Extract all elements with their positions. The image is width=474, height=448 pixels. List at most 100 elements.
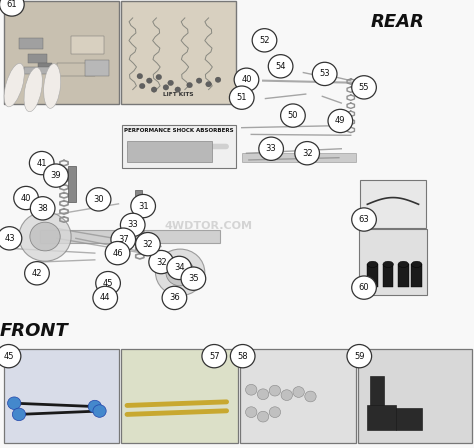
Text: 32: 32: [302, 149, 312, 158]
Text: 31: 31: [138, 202, 148, 211]
Circle shape: [12, 408, 26, 421]
Circle shape: [30, 222, 60, 251]
Circle shape: [187, 82, 192, 88]
Text: 45: 45: [103, 279, 113, 288]
Bar: [127, 141, 212, 162]
Text: 46: 46: [112, 249, 123, 258]
Circle shape: [347, 345, 372, 368]
Bar: [396, 408, 422, 430]
Bar: [85, 60, 109, 76]
Bar: [242, 153, 356, 162]
Circle shape: [246, 407, 257, 418]
Circle shape: [229, 86, 254, 109]
Text: 35: 35: [188, 274, 199, 283]
Circle shape: [181, 267, 206, 290]
Circle shape: [166, 259, 194, 286]
Text: 42: 42: [32, 269, 42, 278]
Circle shape: [215, 77, 221, 82]
Bar: [358, 349, 472, 443]
Bar: [4, 349, 118, 443]
Text: PERFORMANCE SHOCK ABSORBERS: PERFORMANCE SHOCK ABSORBERS: [124, 128, 234, 133]
Circle shape: [25, 262, 49, 285]
Bar: [411, 264, 422, 287]
Text: 36: 36: [169, 293, 180, 302]
Text: 51: 51: [237, 93, 247, 102]
Circle shape: [246, 384, 257, 395]
Circle shape: [29, 151, 54, 175]
Text: 58: 58: [237, 352, 248, 361]
Circle shape: [281, 104, 305, 127]
Text: 34: 34: [174, 263, 184, 272]
Circle shape: [131, 194, 155, 218]
Text: 37: 37: [118, 235, 128, 244]
Circle shape: [111, 228, 136, 251]
Circle shape: [352, 208, 376, 231]
Circle shape: [167, 256, 191, 280]
Circle shape: [30, 197, 55, 220]
Circle shape: [88, 401, 101, 413]
Circle shape: [105, 241, 130, 265]
Text: 4WDTOR.COM: 4WDTOR.COM: [164, 221, 253, 231]
Text: 55: 55: [359, 83, 369, 92]
Circle shape: [196, 78, 202, 83]
Circle shape: [312, 62, 337, 86]
Circle shape: [0, 345, 21, 368]
Circle shape: [149, 250, 173, 274]
Ellipse shape: [367, 261, 378, 267]
Text: 43: 43: [4, 234, 15, 243]
Circle shape: [120, 213, 145, 237]
Circle shape: [305, 391, 316, 402]
Text: 41: 41: [36, 159, 47, 168]
Bar: [370, 376, 384, 405]
Circle shape: [252, 29, 277, 52]
Text: 33: 33: [266, 144, 276, 153]
Ellipse shape: [24, 68, 42, 112]
Text: LIFT KITS: LIFT KITS: [164, 92, 194, 97]
Circle shape: [136, 233, 160, 256]
Bar: [71, 36, 104, 54]
Circle shape: [230, 345, 255, 368]
Bar: [359, 229, 427, 295]
Circle shape: [234, 68, 259, 91]
Bar: [360, 180, 426, 228]
Text: 49: 49: [335, 116, 346, 125]
Circle shape: [96, 271, 120, 295]
Bar: [398, 264, 409, 287]
Bar: [68, 166, 76, 202]
Circle shape: [151, 87, 157, 92]
Text: 40: 40: [241, 75, 252, 84]
Circle shape: [93, 405, 106, 418]
Circle shape: [269, 385, 281, 396]
Text: 32: 32: [143, 240, 153, 249]
Text: 54: 54: [275, 62, 286, 71]
Circle shape: [202, 345, 227, 368]
Circle shape: [162, 286, 187, 310]
Text: 39: 39: [51, 171, 61, 180]
Circle shape: [44, 164, 68, 187]
Text: 38: 38: [37, 204, 48, 213]
Text: 40: 40: [21, 194, 31, 202]
Circle shape: [295, 142, 319, 165]
Text: FRONT: FRONT: [0, 322, 69, 340]
Circle shape: [156, 74, 162, 80]
Bar: [40, 230, 220, 243]
Text: 61: 61: [7, 0, 17, 9]
Bar: [24, 67, 52, 74]
Bar: [4, 1, 119, 104]
Bar: [367, 264, 378, 287]
Bar: [383, 264, 393, 287]
Text: 32: 32: [156, 258, 166, 267]
Ellipse shape: [398, 261, 409, 267]
Circle shape: [139, 83, 145, 89]
Text: 45: 45: [3, 352, 14, 361]
Bar: [57, 63, 95, 76]
Bar: [38, 63, 52, 72]
Bar: [28, 54, 47, 63]
Bar: [367, 405, 396, 430]
Text: 33: 33: [128, 220, 138, 229]
Circle shape: [8, 397, 21, 409]
Circle shape: [268, 55, 293, 78]
Text: 53: 53: [319, 69, 330, 78]
Text: 57: 57: [209, 352, 219, 361]
Circle shape: [293, 387, 304, 397]
